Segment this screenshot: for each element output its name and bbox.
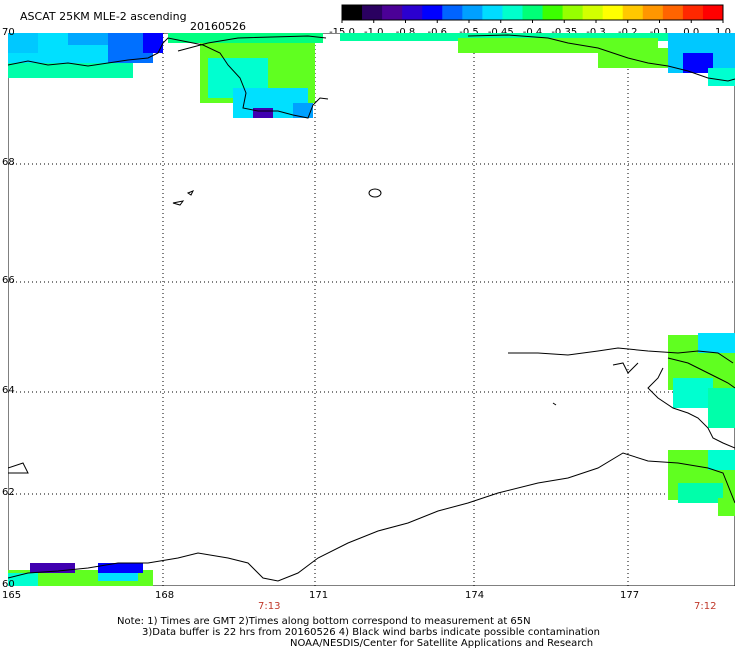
colorbar-stripe <box>542 5 564 20</box>
swath-right-low <box>668 450 735 516</box>
colorbar-stripe <box>682 5 704 20</box>
lat-label-66: 66 <box>2 275 15 286</box>
note-line-3: NOAA/NESDIS/Center for Satellite Applica… <box>290 638 594 649</box>
lat-label-70: 70 <box>2 27 15 38</box>
colorbar-stripe <box>662 5 684 20</box>
note-line-2: 3)Data buffer is 22 hrs from 20160526 4)… <box>142 627 600 638</box>
colorbar-stripe <box>422 5 443 20</box>
lon-label-171: 171 <box>309 590 329 601</box>
colorbar-stripe <box>622 5 644 20</box>
colorbar-stripe <box>362 5 383 20</box>
map-date: 20160526 <box>190 20 246 33</box>
colorbar-stripe <box>482 5 503 20</box>
colorbar-stripe <box>342 5 363 20</box>
gridlines <box>8 33 735 586</box>
lon-label-168: 168 <box>155 590 175 601</box>
lat-label-68: 68 <box>2 157 15 168</box>
colorbar-stripe <box>502 5 523 20</box>
colorbar <box>341 4 724 23</box>
colorbar-ticks <box>341 20 724 23</box>
lat-label-62: 62 <box>2 487 15 498</box>
lat-label-64: 64 <box>2 385 15 396</box>
overpass-time-1: 7:13 <box>258 601 281 612</box>
map-frame <box>8 33 735 586</box>
colorbar-stripe <box>642 5 664 20</box>
colorbar-stripe <box>462 5 483 20</box>
overpass-time-2: 7:12 <box>694 601 717 612</box>
colorbar-stripe <box>602 5 624 20</box>
colorbar-stripe <box>442 5 463 20</box>
lon-label-165: 165 <box>2 590 22 601</box>
coastline <box>8 34 735 582</box>
lat-label-60: 60 <box>2 579 15 590</box>
colorbar-stripe <box>582 5 604 20</box>
colorbar-stripe <box>382 5 403 20</box>
colorbar-stripe <box>702 5 724 20</box>
map-title: ASCAT 25KM MLE-2 ascending <box>20 10 187 23</box>
colorbar-stripe <box>402 5 423 20</box>
colorbar-stripe <box>562 5 584 20</box>
swath-top-left <box>8 33 163 78</box>
lon-label-174: 174 <box>465 590 485 601</box>
colorbar-stripe <box>522 5 544 20</box>
lon-label-177: 177 <box>620 590 640 601</box>
colorbar-stripes <box>342 5 724 20</box>
swath-bottom-left <box>8 563 153 586</box>
note-line-1: Note: 1) Times are GMT 2)Times along bot… <box>117 616 531 627</box>
